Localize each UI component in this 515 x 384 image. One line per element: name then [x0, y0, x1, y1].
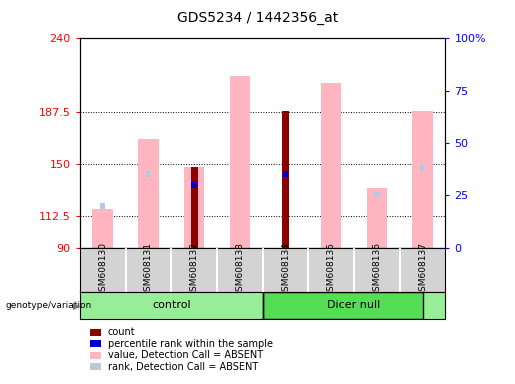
Bar: [374, 192, 380, 197]
Text: GSM608137: GSM608137: [418, 242, 427, 297]
Bar: [92, 209, 113, 248]
Bar: [100, 203, 106, 209]
Text: genotype/variation: genotype/variation: [5, 301, 91, 310]
Text: ▶: ▶: [73, 300, 80, 310]
Text: GSM608133: GSM608133: [235, 242, 244, 297]
Bar: [367, 188, 387, 248]
Bar: [283, 171, 288, 177]
Text: GSM608136: GSM608136: [372, 242, 382, 297]
Text: Dicer null: Dicer null: [328, 300, 381, 310]
Bar: [321, 83, 341, 248]
Text: GSM608135: GSM608135: [327, 242, 336, 297]
Text: GDS5234 / 1442356_at: GDS5234 / 1442356_at: [177, 12, 338, 25]
Bar: [184, 167, 204, 248]
Bar: [146, 171, 151, 177]
Bar: [138, 139, 159, 248]
Text: count: count: [108, 327, 135, 337]
FancyBboxPatch shape: [263, 292, 423, 319]
Text: rank, Detection Call = ABSENT: rank, Detection Call = ABSENT: [108, 362, 258, 372]
Text: percentile rank within the sample: percentile rank within the sample: [108, 339, 272, 349]
Text: GSM608132: GSM608132: [190, 242, 199, 297]
Text: GSM608131: GSM608131: [144, 242, 153, 297]
Text: GSM608130: GSM608130: [98, 242, 107, 297]
Bar: [192, 182, 197, 188]
Bar: [282, 111, 289, 248]
Bar: [420, 166, 425, 171]
Text: value, Detection Call = ABSENT: value, Detection Call = ABSENT: [108, 350, 263, 360]
Bar: [283, 171, 288, 177]
Bar: [230, 76, 250, 248]
Text: control: control: [152, 300, 191, 310]
Bar: [413, 111, 433, 248]
Bar: [191, 167, 198, 248]
Text: GSM608134: GSM608134: [281, 242, 290, 297]
